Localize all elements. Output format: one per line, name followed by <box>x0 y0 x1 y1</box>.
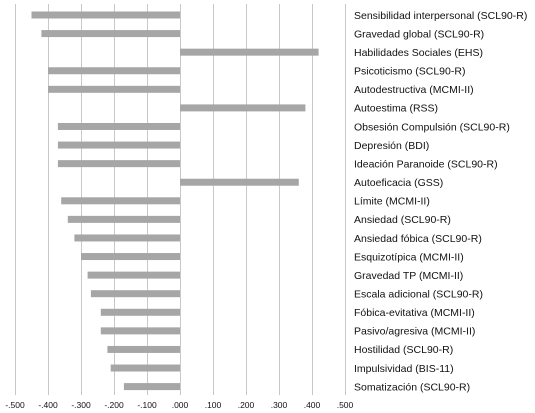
bar-9 <box>180 178 299 186</box>
category-label-6: Obsesión Compulsión (SCL90-R) <box>354 121 510 133</box>
x-tick-label-8: .300 <box>271 400 288 410</box>
bar-17 <box>100 327 180 335</box>
category-label-13: Esquizotípica (MCMI-II) <box>354 251 464 263</box>
x-tick-label-10: .500 <box>337 400 354 410</box>
x-tick-label-6: .100 <box>205 400 222 410</box>
bar-6 <box>57 122 180 130</box>
category-label-9: Autoeficacia (GSS) <box>354 177 443 189</box>
category-label-18: Hostilidad (SCL90-R) <box>354 344 453 356</box>
category-label-0: Sensibilidad interpersonal (SCL90-R) <box>354 10 527 22</box>
x-tick-label-0: -.500 <box>5 400 25 410</box>
bar-8 <box>57 160 180 168</box>
category-label-19: Impulsividad (BIS-11) <box>354 363 454 375</box>
x-tick-label-3: -.200 <box>104 400 124 410</box>
category-label-8: Ideación Paranoide (SCL90-R) <box>354 158 498 170</box>
bar-16 <box>100 308 180 316</box>
bar-2 <box>180 48 319 56</box>
category-label-2: Habilidades Sociales (EHS) <box>354 47 483 59</box>
bar-4 <box>48 85 180 93</box>
bar-3 <box>48 67 180 75</box>
category-label-15: Escala adicional (SCL90-R) <box>354 289 483 301</box>
category-label-20: Somatización (SCL90-R) <box>354 381 470 393</box>
bar-19 <box>110 364 180 372</box>
category-label-1: Gravedad global (SCL90-R) <box>354 28 484 40</box>
x-tick-label-5: .000 <box>172 400 189 410</box>
bar-11 <box>67 215 180 223</box>
category-label-3: Psicoticismo (SCL90-R) <box>354 66 465 78</box>
x-tick-label-1: -.400 <box>38 400 58 410</box>
category-label-7: Depresión (BDI) <box>354 140 429 152</box>
bar-13 <box>81 253 180 261</box>
bar-0 <box>31 11 180 19</box>
x-tick-label-2: -.300 <box>71 400 91 410</box>
bars <box>31 11 319 391</box>
category-label-14: Gravedad TP (MCMI-II) <box>354 270 463 282</box>
x-tick-label-9: .400 <box>304 400 321 410</box>
bar-1 <box>41 30 181 38</box>
category-label-4: Autodestructiva (MCMI-II) <box>354 84 474 96</box>
category-labels: Sensibilidad interpersonal (SCL90-R) Grav… <box>354 10 527 394</box>
bar-10 <box>61 197 181 205</box>
x-tick-label-4: -.100 <box>137 400 157 410</box>
category-label-5: Autoestima (RSS) <box>354 103 438 115</box>
x-tick-label-7: .200 <box>238 400 255 410</box>
bar-15 <box>90 290 180 298</box>
category-label-10: Límite (MCMI-II) <box>354 196 430 208</box>
bar-7 <box>57 141 180 149</box>
category-label-17: Pasivo/agresiva (MCMI-II) <box>354 326 475 338</box>
category-label-11: Ansiedad (SCL90-R) <box>354 214 451 226</box>
bar-5 <box>180 104 306 112</box>
bar-14 <box>87 271 180 279</box>
category-label-12: Ansiedad fóbica (SCL90-R) <box>354 233 482 245</box>
x-axis-tick-labels: -.500 -.400 -.300 -.200 -.100 .000 .100 .200 .30… <box>5 400 353 410</box>
bar-18 <box>107 345 180 353</box>
category-label-16: Fóbica-evitativa (MCMI-II) <box>354 307 475 319</box>
bar-20 <box>123 383 180 391</box>
bar-12 <box>74 234 180 242</box>
